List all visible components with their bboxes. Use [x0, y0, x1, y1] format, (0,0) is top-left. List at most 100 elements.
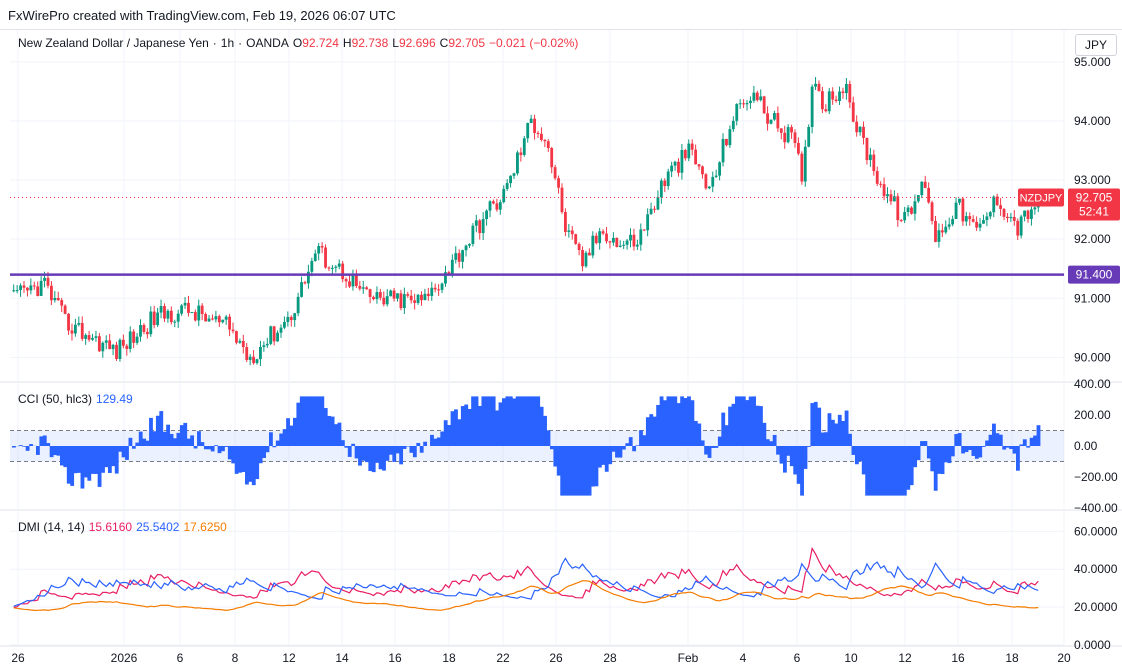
cci-bar	[611, 446, 616, 452]
cci-title[interactable]: CCI (50, hlc3)	[18, 392, 93, 406]
cci-bar	[902, 446, 907, 496]
candle-body	[478, 220, 482, 234]
candle-body	[173, 321, 177, 323]
candle-body	[108, 340, 112, 350]
cci-bar	[269, 432, 273, 446]
cci-bar	[327, 415, 332, 446]
candle-body	[190, 312, 194, 314]
symbol-legend: New Zealand Dollar / Japanese Yen · 1h · OAN…	[18, 36, 579, 50]
time-tick-label: 4	[740, 651, 747, 665]
candle-body	[930, 202, 934, 221]
cci-bar	[950, 446, 955, 457]
candle-body	[690, 143, 694, 150]
candle-body	[1002, 208, 1006, 217]
cci-bar	[923, 441, 928, 446]
cci-bar	[642, 435, 647, 446]
candle-body	[820, 91, 824, 110]
candle-body	[211, 318, 214, 320]
candle-body	[968, 216, 972, 220]
dmi-title[interactable]: DMI (14, 14)	[18, 520, 85, 534]
cci-bar	[988, 434, 993, 446]
cci-bar	[738, 396, 743, 446]
cci-bar	[830, 419, 835, 446]
last-price-label: 92.705	[1076, 191, 1113, 205]
cci-bar	[402, 446, 407, 449]
candle-body	[879, 183, 883, 185]
candle-body	[306, 271, 310, 284]
cci-bar	[22, 446, 27, 447]
cci-bar	[128, 437, 133, 446]
cci-bar	[491, 396, 496, 446]
candle-body	[128, 331, 132, 349]
cci-bar	[155, 415, 160, 446]
cci-bar	[323, 408, 328, 446]
cci-bar	[748, 396, 753, 446]
candle-body	[779, 128, 783, 133]
cci-bar	[1033, 435, 1037, 446]
candle-body	[755, 92, 759, 101]
candle-body	[543, 139, 547, 142]
candle-body	[286, 316, 290, 322]
cci-bar	[358, 446, 362, 466]
candle-body	[32, 285, 36, 287]
candle-body	[46, 277, 50, 286]
cci-bar	[992, 423, 996, 446]
price-tick-label: 93.000	[1074, 173, 1111, 187]
cci-bar	[868, 446, 873, 496]
interval-label: 1h	[220, 36, 235, 50]
candle-body	[673, 161, 677, 166]
cci-bar	[385, 446, 390, 461]
cci-bar	[1005, 446, 1010, 448]
candle-body	[255, 359, 259, 364]
cci-bar	[255, 446, 260, 480]
cci-bar	[227, 446, 232, 460]
candle-body	[632, 234, 636, 247]
candle-body	[372, 296, 375, 300]
candle-body	[961, 198, 965, 222]
cci-bar	[697, 423, 702, 446]
candle-body	[865, 137, 869, 161]
di-plus-value: 15.6160	[88, 520, 133, 534]
cci-bar	[495, 410, 499, 446]
cci-bar	[118, 446, 123, 452]
candle-body	[903, 212, 907, 221]
candle-body	[978, 223, 982, 228]
candle-body	[200, 305, 204, 314]
cci-bar	[968, 446, 972, 450]
cci-bar	[135, 442, 140, 446]
cci-bar	[330, 416, 335, 446]
time-tick-label: 16	[388, 651, 402, 665]
cci-bar	[94, 446, 99, 474]
candle-body	[725, 138, 728, 146]
candle-body	[149, 311, 153, 335]
cci-bar	[35, 446, 40, 455]
candle-body	[872, 154, 876, 172]
candle-body	[797, 142, 800, 154]
cci-bar	[169, 433, 174, 446]
cci-bar	[724, 425, 729, 446]
candle-body	[649, 208, 653, 215]
candle-body	[337, 263, 341, 267]
candle-body	[101, 342, 105, 352]
candle-body	[615, 237, 619, 247]
candle-body	[810, 86, 814, 128]
candle-body	[344, 279, 348, 282]
cci-bar	[433, 438, 438, 446]
dmi-tick-label: 60.0000	[1074, 524, 1118, 538]
candle-body	[557, 178, 560, 188]
cci-bar	[666, 396, 671, 446]
candle-body	[834, 99, 838, 102]
cci-bar	[467, 408, 472, 446]
candle-body	[166, 310, 170, 319]
cci-bar	[741, 396, 746, 446]
candle-body	[252, 356, 255, 364]
cci-bar	[416, 442, 421, 446]
cci-bar	[714, 446, 719, 448]
cci-bar	[584, 446, 589, 496]
symbol-name[interactable]: New Zealand Dollar / Japanese Yen	[18, 36, 209, 50]
currency-button[interactable]: JPY	[1075, 34, 1117, 56]
cci-bar	[1029, 437, 1034, 446]
candle-body	[235, 331, 238, 343]
candle-body	[440, 283, 444, 290]
